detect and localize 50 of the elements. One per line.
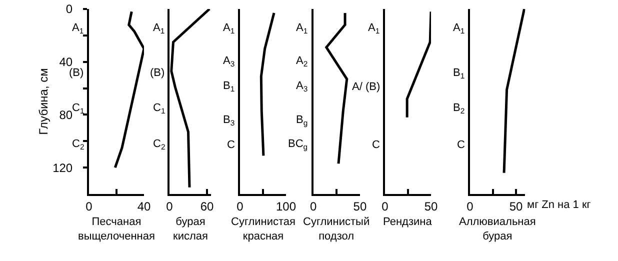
x-tick-label: 0 <box>382 199 389 214</box>
y-tick-label: 80 <box>59 108 73 122</box>
y-tick-label: 120 <box>52 160 73 175</box>
text: C <box>227 139 235 151</box>
y-axis-title: Глубина, см <box>36 68 50 135</box>
text: BC$_{g}$ <box>288 138 308 152</box>
text: C <box>372 139 380 151</box>
text: A$_{1}$ <box>368 22 380 36</box>
x-axis-title: мг Zn на 1 кг <box>527 199 591 211</box>
text: A$_{1}$ <box>153 22 165 36</box>
text: B$_{3}$ <box>223 114 235 128</box>
text: Суглинистый подзол <box>303 216 370 242</box>
x-tick-label: 50 <box>353 199 367 214</box>
x-tick-label: 0 <box>86 199 93 214</box>
text: A$_{3}$ <box>223 55 235 68</box>
text: Рендзина <box>383 216 433 228</box>
x-tick-label: 50 <box>424 199 438 214</box>
x-tick-label: 0 <box>236 199 244 214</box>
text: Песчаная выщелоченная <box>78 216 155 242</box>
text: (B) <box>69 67 84 79</box>
text: (B) <box>150 67 165 79</box>
x-tick-label: 40 <box>137 199 151 214</box>
annotation: A/ (B) <box>352 81 380 93</box>
text: C$_{1}$ <box>153 102 166 116</box>
text: бурая кислая <box>173 216 208 242</box>
x-tick-label: 100 <box>276 199 296 214</box>
x-tick-label: 0 <box>466 199 474 214</box>
text: C <box>457 139 465 151</box>
text: A$_{1}$ <box>72 22 84 36</box>
text: C$_{2}$ <box>72 138 84 152</box>
text: C$_{1}$ <box>72 102 84 116</box>
y-tick-label: 40 <box>59 55 73 70</box>
text: B$_{1}$ <box>223 80 235 94</box>
text: Суглинистая красная <box>231 216 296 242</box>
text: A$_{1}$ <box>296 22 308 36</box>
text: B$_{g}$ <box>296 114 308 128</box>
x-tick-label: 60 <box>200 199 214 214</box>
text: B$_{1}$ <box>453 67 465 80</box>
y-tick-label: 0 <box>66 2 73 16</box>
text: A$_{3}$ <box>296 80 308 94</box>
text: A$_{1}$ <box>223 22 235 36</box>
text: C$_{2}$ <box>153 138 166 152</box>
text: A$_{2}$ <box>296 55 308 68</box>
x-tick-label: 0 <box>166 199 174 214</box>
text: Аллювиальная бурая <box>459 216 536 242</box>
line-series <box>114 10 144 169</box>
text: A$_{1}$ <box>453 22 465 36</box>
x-tick-label: 0 <box>310 199 317 214</box>
x-tick-label: 50 <box>509 199 523 214</box>
text: B$_{2}$ <box>453 102 465 116</box>
